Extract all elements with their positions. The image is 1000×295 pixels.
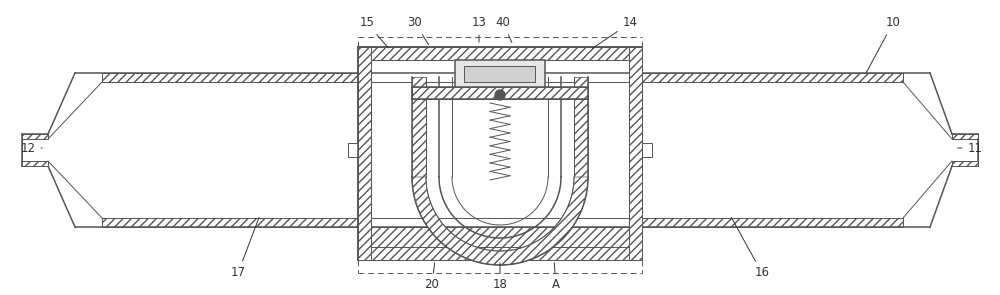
Bar	[574, 77, 588, 177]
Bar	[358, 47, 642, 260]
Bar	[412, 87, 588, 99]
Text: 14: 14	[592, 17, 638, 48]
Text: 10: 10	[866, 17, 900, 73]
Text: 18: 18	[493, 263, 507, 291]
Bar	[358, 47, 642, 60]
Text: 11: 11	[958, 142, 982, 155]
Text: 12: 12	[20, 142, 42, 155]
Bar	[22, 161, 48, 166]
Bar	[464, 66, 535, 82]
Bar	[952, 134, 978, 139]
Bar	[102, 73, 903, 82]
Bar	[348, 143, 358, 157]
Text: 17: 17	[230, 218, 259, 279]
Bar	[358, 247, 642, 260]
Bar	[642, 143, 652, 157]
Bar	[455, 60, 545, 87]
Polygon shape	[412, 177, 588, 265]
Text: 30: 30	[408, 17, 429, 45]
Bar	[629, 47, 642, 260]
Text: 40: 40	[496, 17, 512, 42]
Bar	[22, 134, 48, 139]
Circle shape	[495, 90, 505, 100]
Text: 16: 16	[731, 217, 770, 279]
Bar	[371, 227, 629, 247]
Text: A: A	[552, 263, 560, 291]
Text: 15: 15	[360, 17, 388, 48]
Bar	[952, 161, 978, 166]
Text: 13: 13	[472, 17, 486, 42]
Bar	[358, 47, 371, 260]
Bar	[412, 77, 426, 177]
Bar	[102, 218, 903, 227]
Text: 20: 20	[425, 263, 439, 291]
